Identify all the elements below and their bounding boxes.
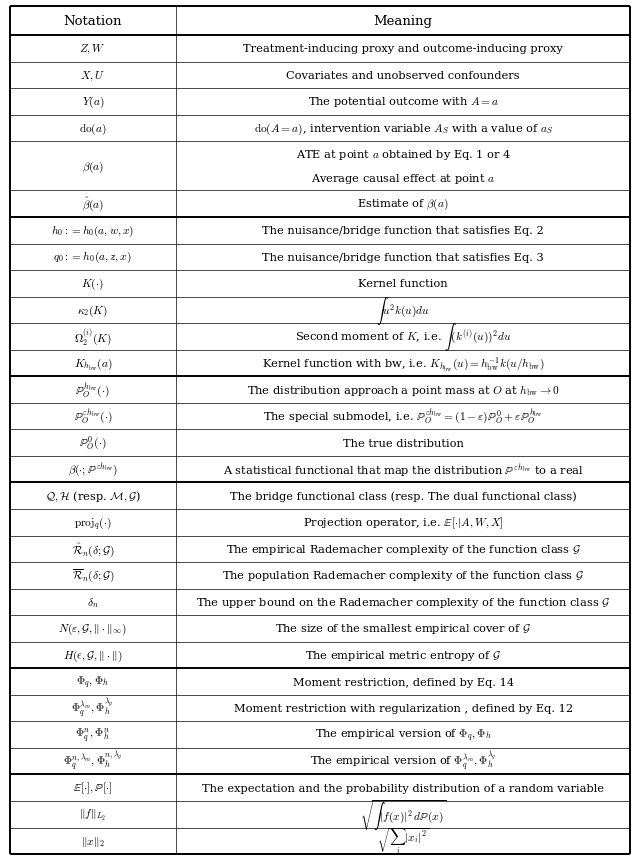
Text: Notation: Notation [63, 15, 122, 28]
Text: $Y(a)$: $Y(a)$ [81, 95, 104, 110]
Text: $\overline{\mathcal{R}}_n(\delta; \mathcal{G})$: $\overline{\mathcal{R}}_n(\delta; \mathc… [72, 567, 114, 585]
Text: Kernel function with bw, i.e. $K_{h_{\mathrm{bw}}}(u) = h_{\mathrm{bw}}^{-1} k(u: Kernel function with bw, i.e. $K_{h_{\ma… [262, 355, 545, 373]
Text: Treatment-inducing proxy and outcome-inducing proxy: Treatment-inducing proxy and outcome-ind… [243, 44, 563, 54]
Text: $\sqrt{\sum_i |x_i|^2}$: $\sqrt{\sum_i |x_i|^2}$ [377, 826, 429, 856]
Text: $q_0 := h_0(a, z, x)$: $q_0 := h_0(a, z, x)$ [53, 250, 132, 265]
Text: $\Omega_2^{(i)}(K)$: $\Omega_2^{(i)}(K)$ [74, 326, 112, 348]
Text: The size of the smallest empirical cover of $\mathcal{G}$: The size of the smallest empirical cover… [275, 622, 531, 635]
Text: $X, U$: $X, U$ [80, 69, 106, 83]
Text: $H(\epsilon, \mathcal{G}, \|\cdot\|)$: $H(\epsilon, \mathcal{G}, \|\cdot\|)$ [63, 647, 122, 663]
Text: The special submodel, i.e. $\mathbb{P}_O^{\varepsilon h_{\mathrm{bw}}} = (1-\var: The special submodel, i.e. $\mathbb{P}_O… [263, 407, 543, 425]
Text: $\mathbb{E}[\cdot], \mathbb{P}[\cdot]$: $\mathbb{E}[\cdot], \mathbb{P}[\cdot]$ [73, 780, 113, 796]
Text: The true distribution: The true distribution [343, 438, 463, 448]
Text: Moment restriction, defined by Eq. 14: Moment restriction, defined by Eq. 14 [292, 677, 514, 687]
Text: $K_{h_{\mathrm{bw}}}(a)$: $K_{h_{\mathrm{bw}}}(a)$ [74, 356, 112, 371]
Text: $K(\cdot)$: $K(\cdot)$ [81, 276, 104, 292]
Text: The upper bound on the Rademacher complexity of the function class $\mathcal{G}$: The upper bound on the Rademacher comple… [196, 595, 611, 610]
Text: $\mathbb{P}_O^0(\cdot)$: $\mathbb{P}_O^0(\cdot)$ [79, 435, 106, 452]
Text: $N(\varepsilon, \mathcal{G}, \|\cdot\|_\infty)$: $N(\varepsilon, \mathcal{G}, \|\cdot\|_\… [58, 621, 127, 636]
Text: The empirical metric entropy of $\mathcal{G}$: The empirical metric entropy of $\mathca… [305, 648, 501, 662]
Text: The population Rademacher complexity of the function class $\mathcal{G}$: The population Rademacher complexity of … [222, 568, 584, 583]
Text: The empirical Rademacher complexity of the function class $\mathcal{G}$: The empirical Rademacher complexity of t… [226, 542, 580, 556]
Text: The nuisance/bridge function that satisfies Eq. 2: The nuisance/bridge function that satisf… [262, 226, 544, 236]
Text: Moment restriction with regularization , defined by Eq. 12: Moment restriction with regularization ,… [234, 703, 573, 713]
Text: Second moment of $K$, i.e. $\int (k^{(i)}(u))^2 du$: Second moment of $K$, i.e. $\int (k^{(i)… [295, 321, 511, 353]
Text: $\mathbb{P}_O^{h_{\mathrm{bw}}}(\cdot)$: $\mathbb{P}_O^{h_{\mathrm{bw}}}(\cdot)$ [76, 381, 110, 400]
Text: $\Phi_q^{n, \lambda_m}, \Phi_h^{n, \lambda_g}$: $\Phi_q^{n, \lambda_m}, \Phi_h^{n, \lamb… [63, 749, 122, 773]
Text: The bridge functional class (resp. The dual functional class): The bridge functional class (resp. The d… [230, 491, 577, 501]
Text: $\hat{\beta}(a)$: $\hat{\beta}(a)$ [82, 195, 104, 214]
Text: The expectation and the probability distribution of a random variable: The expectation and the probability dist… [202, 783, 604, 793]
Text: Estimate of $\beta(a)$: Estimate of $\beta(a)$ [357, 197, 449, 212]
Text: $h_0 := h_0(a, w, x)$: $h_0 := h_0(a, w, x)$ [51, 223, 134, 238]
Text: $\delta_n$: $\delta_n$ [87, 595, 99, 610]
Text: The empirical version of $\Phi_q^{\lambda_m}, \Phi_h^{\lambda_g}$: The empirical version of $\Phi_q^{\lambd… [310, 749, 497, 773]
Text: $\mathcal{Q}, \mathcal{H}$ (resp. $\mathcal{M}, \mathcal{G}$): $\mathcal{Q}, \mathcal{H}$ (resp. $\math… [45, 489, 141, 504]
Text: $\mathbb{P}_O^{\varepsilon h_{\mathrm{bw}}}(\cdot)$: $\mathbb{P}_O^{\varepsilon h_{\mathrm{bw… [74, 407, 112, 425]
Text: $\mathrm{do}(A = a)$, intervention variable $A_S$ with a value of $a_S$: $\mathrm{do}(A = a)$, intervention varia… [253, 121, 553, 137]
Text: $\beta(\cdot; \mathbb{P}^{\varepsilon h_{\mathrm{bw}}})$: $\beta(\cdot; \mathbb{P}^{\varepsilon h_… [68, 461, 118, 478]
Text: $\int u^2 k(u) du$: $\int u^2 k(u) du$ [376, 294, 430, 326]
Text: $Z, W$: $Z, W$ [79, 43, 106, 56]
Text: $\beta(a)$: $\beta(a)$ [82, 159, 104, 174]
Text: $\|f\|_{L_2}$: $\|f\|_{L_2}$ [79, 807, 106, 822]
Text: The nuisance/bridge function that satisfies Eq. 3: The nuisance/bridge function that satisf… [262, 252, 544, 263]
Text: $\mathrm{do}(a)$: $\mathrm{do}(a)$ [79, 121, 107, 137]
Text: Covariates and unobserved confounders: Covariates and unobserved confounders [286, 71, 520, 81]
Text: $\hat{\mathcal{R}}_n(\delta; \mathcal{G})$: $\hat{\mathcal{R}}_n(\delta; \mathcal{G}… [72, 541, 114, 558]
Text: ATE at point $a$ obtained by Eq. 1 or 4: ATE at point $a$ obtained by Eq. 1 or 4 [296, 148, 511, 162]
Text: Meaning: Meaning [374, 15, 433, 28]
Text: $\|x\|_2$: $\|x\|_2$ [81, 833, 105, 848]
Text: The potential outcome with $A = a$: The potential outcome with $A = a$ [308, 96, 499, 109]
Text: Projection operator, i.e. $\mathbb{E}[\cdot | A, W, X]$: Projection operator, i.e. $\mathbb{E}[\c… [303, 515, 504, 530]
Text: A statistical functional that map the distribution $\mathbb{P}^{\varepsilon h_{\: A statistical functional that map the di… [223, 461, 584, 478]
Text: $\mathrm{proj}_q(\cdot)$: $\mathrm{proj}_q(\cdot)$ [74, 514, 111, 531]
Text: $\Phi_q^{\lambda_m}, \Phi_h^{\lambda_g}$: $\Phi_q^{\lambda_m}, \Phi_h^{\lambda_g}$ [72, 697, 114, 721]
Text: The distribution approach a point mass at $O$ at $h_{\mathrm{bw}} \to 0$: The distribution approach a point mass a… [247, 382, 559, 398]
Text: $\kappa_2(K)$: $\kappa_2(K)$ [77, 303, 108, 319]
Text: The empirical version of $\Phi_q, \Phi_h$: The empirical version of $\Phi_q, \Phi_h… [315, 727, 492, 743]
Text: Kernel function: Kernel function [358, 279, 448, 289]
Text: $\sqrt{\int |f(x)|^2 \, d\mathbb{P}(x)}$: $\sqrt{\int |f(x)|^2 \, d\mathbb{P}(x)}$ [360, 797, 446, 832]
Text: $\Phi_q, \Phi_h$: $\Phi_q, \Phi_h$ [76, 673, 109, 690]
Text: Average causal effect at point $a$: Average causal effect at point $a$ [311, 171, 495, 185]
Text: $\Phi_q^n, \Phi_h^n$: $\Phi_q^n, \Phi_h^n$ [76, 725, 110, 744]
